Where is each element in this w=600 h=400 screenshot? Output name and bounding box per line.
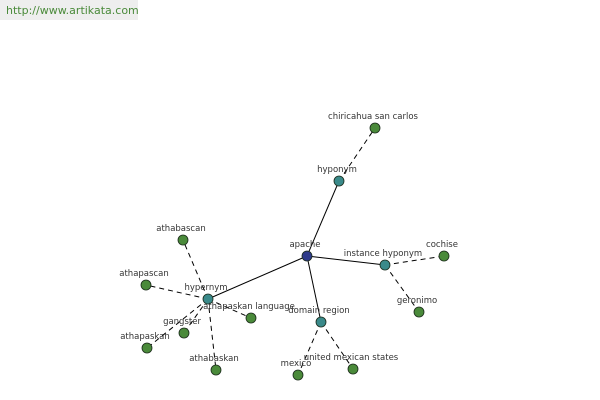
node[interactable] — [347, 363, 359, 375]
edge — [207, 255, 308, 300]
node-label: hypernym — [184, 283, 227, 293]
node[interactable] — [202, 293, 214, 305]
dashed-edge — [297, 321, 322, 376]
dashed-edge — [384, 255, 445, 266]
node[interactable] — [413, 306, 425, 318]
node[interactable] — [301, 250, 313, 262]
node-label: geronimo — [397, 296, 437, 306]
node-label: athabascan — [156, 224, 205, 234]
edge — [306, 180, 340, 257]
node[interactable] — [438, 250, 450, 262]
dashed-edge — [384, 264, 420, 313]
node-label: athapascan — [119, 269, 168, 279]
edge — [306, 255, 386, 266]
node-label: chiricahua san carlos — [328, 112, 419, 122]
node[interactable] — [178, 327, 190, 339]
node[interactable] — [379, 259, 391, 271]
dashed-edge — [207, 298, 217, 371]
dashed-edge — [320, 321, 354, 370]
node[interactable] — [210, 364, 222, 376]
node[interactable] — [141, 342, 153, 354]
node-label: athapaskan — [120, 332, 170, 342]
edge — [306, 255, 322, 323]
node[interactable] — [315, 316, 327, 328]
dashed-edge — [207, 298, 252, 319]
node[interactable] — [140, 279, 152, 291]
node-label: hyponym — [317, 165, 357, 175]
header: http://www.artikata.com — [0, 0, 139, 20]
node-label: athapaskan language — [203, 302, 295, 312]
node-label: apache — [289, 240, 320, 250]
dashed-edge — [145, 284, 209, 300]
node-label: united mexican states — [304, 353, 399, 363]
node-label: domain region — [288, 306, 349, 316]
dashed-edge — [338, 127, 376, 182]
node[interactable] — [333, 175, 345, 187]
dashed-edge — [182, 239, 209, 300]
node-label: cochise — [426, 240, 458, 250]
node-label: gangster — [163, 317, 201, 327]
node[interactable] — [292, 369, 304, 381]
dashed-edge — [183, 298, 209, 334]
node[interactable] — [369, 122, 381, 134]
node-label: instance hyponym — [344, 249, 422, 259]
node-label: athabaskan — [189, 354, 239, 364]
dashed-edge — [146, 298, 209, 349]
node-label: mexico — [281, 359, 312, 369]
site-url[interactable]: http://www.artikata.com — [6, 4, 139, 17]
node[interactable] — [245, 312, 257, 324]
node[interactable] — [177, 234, 189, 246]
